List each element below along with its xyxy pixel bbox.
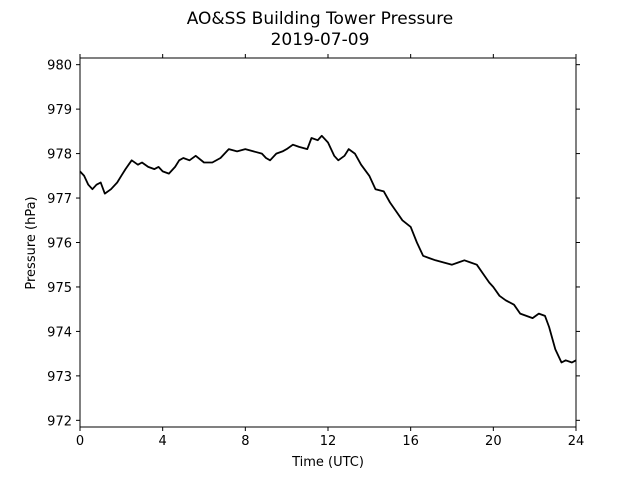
plot-area-frame	[79, 57, 577, 428]
pressure-series-line	[79, 134, 577, 364]
x-tick-label: 12	[320, 434, 337, 449]
x-axis-label: Time (UTC)	[291, 455, 364, 470]
y-tick-label: 977	[47, 192, 72, 207]
chart-subtitle: 2019-07-09	[271, 30, 370, 50]
y-tick-label: 972	[47, 414, 72, 429]
y-tick-label: 980	[47, 59, 72, 74]
y-tick-label: 974	[47, 325, 72, 340]
y-tick-label: 973	[47, 370, 72, 385]
chart-title: AO&SS Building Tower Pressure	[187, 9, 454, 29]
x-tick-label: 20	[485, 434, 502, 449]
y-tick-label: 979	[47, 103, 72, 118]
x-tick-label: 4	[159, 434, 167, 449]
x-tick-label: 24	[568, 434, 585, 449]
x-tick-label: 16	[402, 434, 419, 449]
y-tick-label: 975	[47, 281, 72, 296]
x-tick-label: 8	[241, 434, 249, 449]
y-tick-label: 978	[47, 148, 72, 163]
y-tick-label: 976	[47, 237, 72, 252]
series-layer	[79, 134, 577, 364]
axis-ticks: 0 4 8 12 16 20 24 972 973 974 975 976 977 978 979 980	[47, 54, 584, 449]
x-tick-label: 0	[76, 434, 84, 449]
y-axis-label: Pressure (hPa)	[24, 196, 39, 289]
